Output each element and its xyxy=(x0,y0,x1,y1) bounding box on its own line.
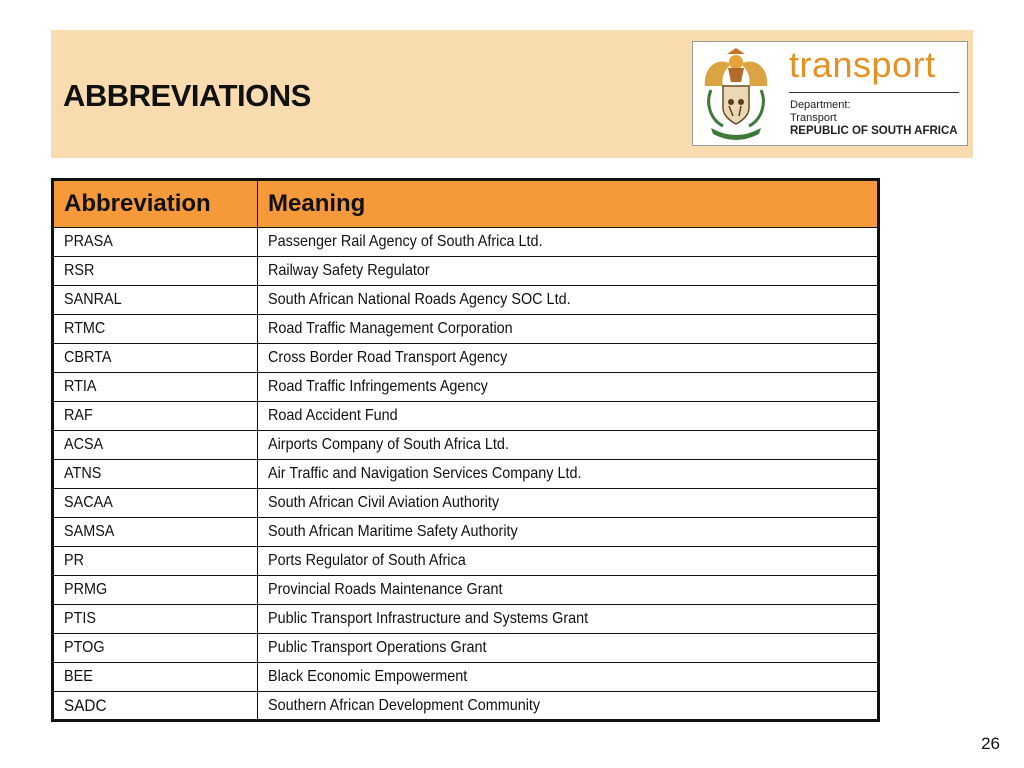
meaning-text: Road Traffic Infringements Agency xyxy=(268,378,488,395)
coat-of-arms-icon xyxy=(704,48,768,140)
meaning-text: Black Economic Empowerment xyxy=(268,668,468,685)
meaning-text: South African Civil Aviation Authority xyxy=(268,494,500,511)
column-header-abbreviation: Abbreviation xyxy=(52,179,258,228)
table-row: SANRAL South African National Roads Agenc… xyxy=(52,285,879,315)
meaning-text: Cross Border Road Transport Agency xyxy=(268,349,508,366)
abbreviation-cell: SANRAL xyxy=(52,285,258,315)
abbreviation-text: SANRAL xyxy=(64,291,122,308)
table-body: PRASA Passenger Rail Agency of South Afri… xyxy=(52,227,879,721)
meaning-text: Passenger Rail Agency of South Africa Lt… xyxy=(268,233,543,250)
meaning-text: Southern African Development Community xyxy=(268,696,541,714)
meaning-cell: South African Maritime Safety Authority xyxy=(257,517,879,547)
table-row: PRMG Provincial Roads Maintenance Grant xyxy=(52,575,879,605)
meaning-text: Railway Safety Regulator xyxy=(268,262,430,279)
abbreviation-cell: ACSA xyxy=(52,430,258,460)
logo-department-label: Department: xyxy=(790,99,851,111)
meaning-cell: Road Accident Fund xyxy=(257,401,879,431)
abbreviation-text: SADC xyxy=(64,695,107,715)
abbreviation-text: RAF xyxy=(64,407,93,424)
table-row: PTOG Public Transport Operations Grant xyxy=(52,633,879,663)
abbreviation-text: ATNS xyxy=(64,465,102,482)
page-number: 26 xyxy=(981,734,1000,753)
table-row: ACSA Airports Company of South Africa Ltd… xyxy=(52,430,879,460)
abbreviation-text: ACSA xyxy=(64,436,104,453)
abbreviation-cell: PR xyxy=(52,546,258,576)
table-row: RTIA Road Traffic Infringements Agency xyxy=(52,372,879,402)
table-row: ATNS Air Traffic and Navigation Services … xyxy=(52,459,879,489)
abbreviation-cell: RTIA xyxy=(52,372,258,402)
table-row: SACAA South African Civil Aviation Author… xyxy=(52,488,879,518)
meaning-text: Public Transport Infrastructure and Syst… xyxy=(268,610,589,627)
meaning-cell: Road Traffic Management Corporation xyxy=(257,314,879,344)
abbreviation-cell: RAF xyxy=(52,401,258,431)
meaning-cell: Public Transport Infrastructure and Syst… xyxy=(257,604,879,634)
table-row: PR Ports Regulator of South Africa xyxy=(52,546,879,576)
table-row: SADC Southern African Development Communi… xyxy=(52,691,879,721)
table-row: PRASA Passenger Rail Agency of South Afri… xyxy=(52,227,879,257)
meaning-text: Road Accident Fund xyxy=(268,407,398,424)
logo-divider xyxy=(789,92,959,93)
logo-country: REPUBLIC OF SOUTH AFRICA xyxy=(790,125,958,137)
logo-wordmark: transport xyxy=(789,44,936,85)
abbreviations-table: Abbreviation Meaning PRASA Passenger Rail… xyxy=(51,178,880,722)
meaning-text: Airports Company of South Africa Ltd. xyxy=(268,436,509,453)
meaning-cell: Southern African Development Community xyxy=(257,691,879,721)
abbreviation-text: PRASA xyxy=(64,233,113,250)
abbreviation-text: PTIS xyxy=(64,610,97,627)
table-row: RSR Railway Safety Regulator xyxy=(52,256,879,286)
table-row: RAF Road Accident Fund xyxy=(52,401,879,431)
abbreviation-cell: ATNS xyxy=(52,459,258,489)
meaning-cell: Public Transport Operations Grant xyxy=(257,633,879,663)
table-row: SAMSA South African Maritime Safety Autho… xyxy=(52,517,879,547)
abbreviation-text: RTMC xyxy=(64,320,106,337)
meaning-cell: South African Civil Aviation Authority xyxy=(257,488,879,518)
table-row: BEE Black Economic Empowerment xyxy=(52,662,879,692)
page-title: ABBREVIATIONS xyxy=(63,78,311,113)
meaning-cell: Airports Company of South Africa Ltd. xyxy=(257,430,879,460)
abbreviation-text: PRMG xyxy=(64,581,108,598)
abbreviation-text: RTIA xyxy=(64,378,97,395)
meaning-cell: Ports Regulator of South Africa xyxy=(257,546,879,576)
abbreviation-text: PR xyxy=(64,552,85,569)
table-row: CBRTA Cross Border Road Transport Agency xyxy=(52,343,879,373)
table-row: RTMC Road Traffic Management Corporation xyxy=(52,314,879,344)
department-logo: transport Department: Transport REPUBLIC… xyxy=(692,41,968,146)
abbreviation-cell: CBRTA xyxy=(52,343,258,373)
meaning-cell: Cross Border Road Transport Agency xyxy=(257,343,879,373)
meaning-cell: Railway Safety Regulator xyxy=(257,256,879,286)
table-row: PTIS Public Transport Infrastructure and … xyxy=(52,604,879,634)
abbreviation-text: RSR xyxy=(64,262,95,279)
meaning-cell: Provincial Roads Maintenance Grant xyxy=(257,575,879,605)
meaning-cell: Road Traffic Infringements Agency xyxy=(257,372,879,402)
abbreviation-cell: SACAA xyxy=(52,488,258,518)
abbreviation-text: PTOG xyxy=(64,639,105,656)
meaning-cell: Air Traffic and Navigation Services Comp… xyxy=(257,459,879,489)
abbreviation-cell: SADC xyxy=(52,691,258,721)
abbreviation-text: SACAA xyxy=(64,494,113,511)
abbreviation-cell: PTIS xyxy=(52,604,258,634)
logo-department-name: Transport xyxy=(790,112,837,124)
meaning-text: South African Maritime Safety Authority xyxy=(268,523,518,540)
meaning-text: Road Traffic Management Corporation xyxy=(268,320,513,337)
meaning-cell: Passenger Rail Agency of South Africa Lt… xyxy=(257,227,879,257)
meaning-text: South African National Roads Agency SOC … xyxy=(268,291,571,308)
meaning-cell: Black Economic Empowerment xyxy=(257,662,879,692)
abbreviation-cell: RSR xyxy=(52,256,258,286)
abbreviation-cell: PRMG xyxy=(52,575,258,605)
meaning-cell: South African National Roads Agency SOC … xyxy=(257,285,879,315)
abbreviation-cell: PTOG xyxy=(52,633,258,663)
abbreviation-cell: SAMSA xyxy=(52,517,258,547)
table-header-row: Abbreviation Meaning xyxy=(52,179,879,228)
abbreviation-cell: RTMC xyxy=(52,314,258,344)
abbreviation-text: CBRTA xyxy=(64,349,112,366)
meaning-text: Public Transport Operations Grant xyxy=(268,639,487,656)
meaning-text: Ports Regulator of South Africa xyxy=(268,552,466,569)
column-header-meaning: Meaning xyxy=(257,179,879,228)
abbreviation-cell: PRASA xyxy=(52,227,258,257)
meaning-text: Provincial Roads Maintenance Grant xyxy=(268,581,503,598)
abbreviation-cell: BEE xyxy=(52,662,258,692)
meaning-text: Air Traffic and Navigation Services Comp… xyxy=(268,465,582,482)
abbreviation-text: SAMSA xyxy=(64,523,115,540)
abbreviation-text: BEE xyxy=(64,668,93,685)
